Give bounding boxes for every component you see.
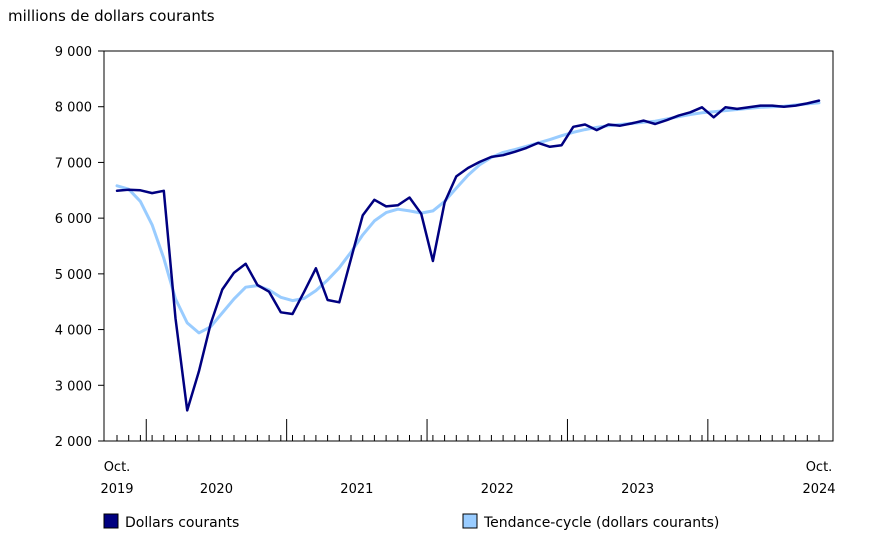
x-tick-label-year: 2020 <box>200 482 233 497</box>
legend-swatch-dollars-courants <box>103 513 119 529</box>
x-tick-label-year: 2023 <box>621 482 654 497</box>
y-tick-label: 9 000 <box>55 45 92 60</box>
y-tick-label: 8 000 <box>55 101 92 116</box>
x-tick-label-month: Oct. <box>104 460 131 475</box>
series-line-tendance-cycle <box>115 101 821 335</box>
y-tick-label: 7 000 <box>55 156 92 171</box>
plot-frame <box>103 50 834 442</box>
x-tick-label-year: 2024 <box>802 482 835 497</box>
y-tick-label: 2 000 <box>55 435 92 450</box>
legend-label-tendance-cycle: Tendance-cycle (dollars courants) <box>483 515 719 531</box>
y-tick-label: 5 000 <box>55 268 92 283</box>
y-tick-label: 4 000 <box>55 324 92 339</box>
series-line-dollars-courants <box>115 99 821 412</box>
x-tick-label-month: Oct. <box>806 460 833 475</box>
legend-label-dollars-courants: Dollars courants <box>125 515 239 531</box>
x-axis: Oct. 2019 2020 2021 2022 2023 Oct. 2024 <box>100 419 836 497</box>
x-tick-label-year: 2019 <box>100 482 133 497</box>
legend: Dollars courants Tendance-cycle (dollars… <box>103 513 719 531</box>
y-axis: 9 000 8 000 7 000 6 000 5 000 4 000 3 000 2 000 <box>55 45 104 450</box>
x-tick-label-year: 2021 <box>340 482 373 497</box>
series-lines <box>115 99 821 412</box>
legend-swatch-tendance-cycle <box>462 513 478 529</box>
y-tick-label: 3 000 <box>55 379 92 394</box>
x-tick-label-year: 2022 <box>481 482 514 497</box>
y-unit-label: millions de dollars courants <box>8 7 215 25</box>
y-tick-label: 6 000 <box>55 212 92 227</box>
